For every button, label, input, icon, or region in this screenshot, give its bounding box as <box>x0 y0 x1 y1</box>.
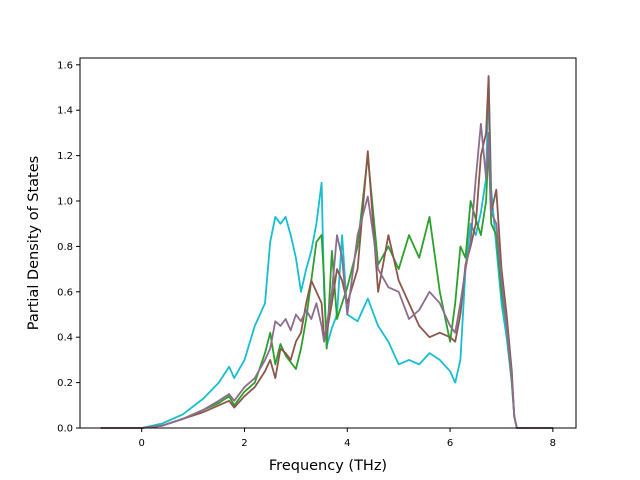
x-axis-ticks: 0 2 4 6 8 <box>138 428 556 449</box>
x-tick-label: 6 <box>447 438 453 449</box>
y-tick-label: 1.2 <box>57 151 73 162</box>
x-tick-label: 8 <box>550 438 556 449</box>
y-tick-label: 0.8 <box>57 242 73 253</box>
y-tick-label: 0.4 <box>57 333 73 344</box>
x-axis-label: Frequency (THz) <box>269 458 387 474</box>
y-tick-label: 0.6 <box>57 287 73 298</box>
plot-frame <box>79 57 577 429</box>
y-tick-label: 0.2 <box>57 378 73 389</box>
series-layer <box>100 75 553 429</box>
y-axis-label: Partial Density of States <box>26 156 42 330</box>
y-axis-ticks: 0.0 0.2 0.4 0.6 0.8 1.0 1.2 1.4 1.6 <box>57 60 80 435</box>
x-tick-label: 2 <box>241 438 247 449</box>
y-tick-label: 1.6 <box>57 60 73 71</box>
x-tick-label: 4 <box>344 438 350 449</box>
x-tick-label: 0 <box>138 438 144 449</box>
y-tick-label: 1.4 <box>57 106 73 117</box>
y-tick-label: 0.0 <box>57 424 73 435</box>
y-tick-label: 1.0 <box>57 197 73 208</box>
series-line-4 <box>100 122 553 429</box>
